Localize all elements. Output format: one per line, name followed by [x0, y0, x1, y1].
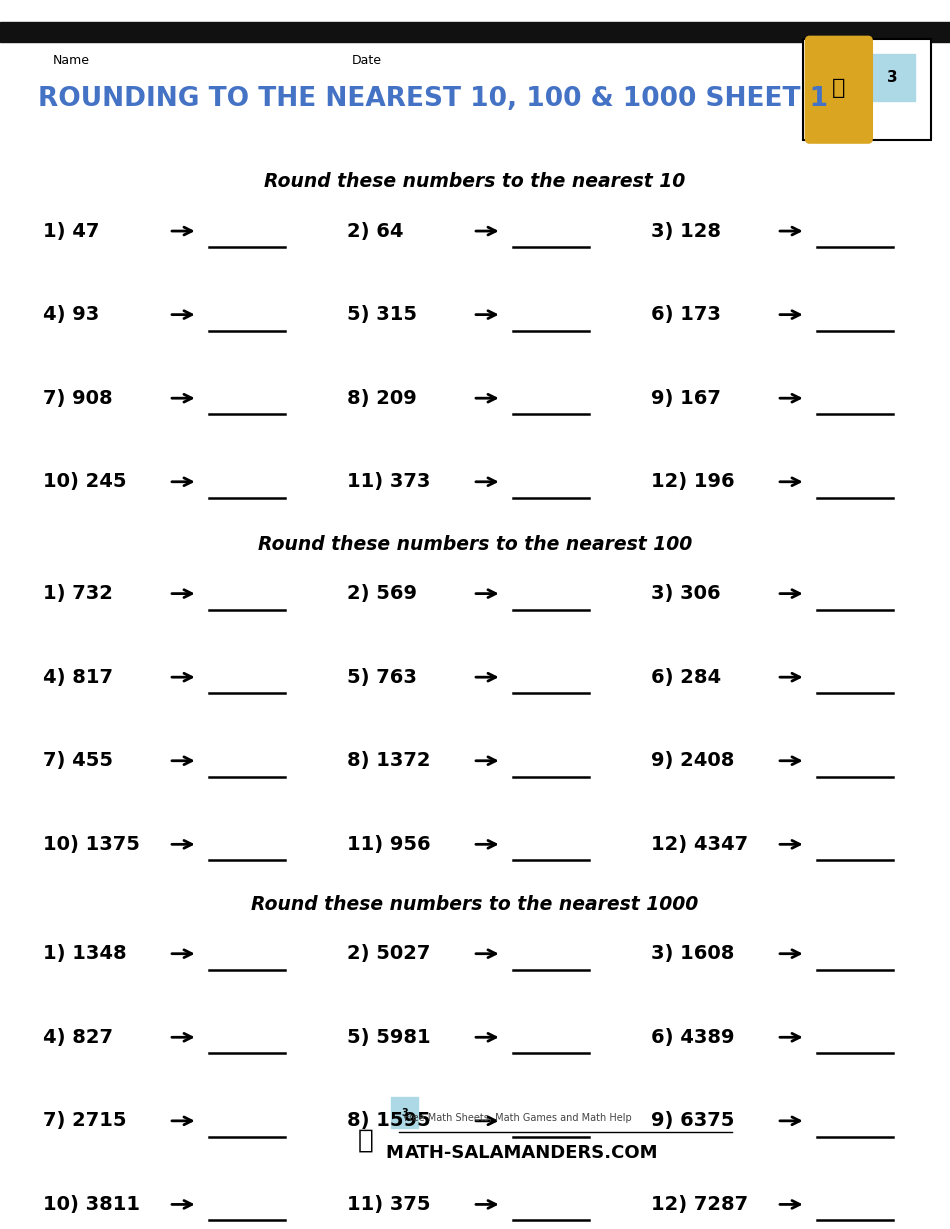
Text: Round these numbers to the nearest 10: Round these numbers to the nearest 10: [264, 172, 686, 190]
Text: 9) 167: 9) 167: [651, 388, 721, 408]
Text: 2) 5027: 2) 5027: [347, 944, 430, 964]
Text: 7) 2715: 7) 2715: [43, 1111, 126, 1131]
Text: 🐆: 🐆: [832, 79, 846, 98]
Text: Round these numbers to the nearest 1000: Round these numbers to the nearest 1000: [252, 895, 698, 913]
Text: 6) 284: 6) 284: [651, 667, 721, 687]
FancyBboxPatch shape: [805, 36, 873, 144]
Text: 10) 3811: 10) 3811: [43, 1195, 140, 1214]
Text: 12) 7287: 12) 7287: [651, 1195, 748, 1214]
Text: 11) 375: 11) 375: [347, 1195, 430, 1214]
Text: 3) 1608: 3) 1608: [651, 944, 734, 964]
Text: 4) 93: 4) 93: [43, 305, 99, 324]
Text: 4) 827: 4) 827: [43, 1027, 113, 1047]
Text: 2) 64: 2) 64: [347, 221, 403, 241]
Text: 3) 306: 3) 306: [651, 584, 720, 603]
Text: ROUNDING TO THE NEAREST 10, 100 & 1000 SHEET 1: ROUNDING TO THE NEAREST 10, 100 & 1000 S…: [38, 86, 828, 112]
Text: 6) 173: 6) 173: [651, 305, 721, 324]
Text: 8) 1372: 8) 1372: [347, 751, 430, 771]
Text: 8) 209: 8) 209: [347, 388, 416, 408]
Text: Round these numbers to the nearest 100: Round these numbers to the nearest 100: [257, 535, 693, 553]
Text: 10) 245: 10) 245: [43, 472, 126, 492]
Text: 7) 455: 7) 455: [43, 751, 113, 771]
Text: 9) 6375: 9) 6375: [651, 1111, 734, 1131]
Text: 5) 5981: 5) 5981: [347, 1027, 430, 1047]
Text: 1) 732: 1) 732: [43, 584, 113, 603]
Text: 11) 373: 11) 373: [347, 472, 430, 492]
Text: 12) 4347: 12) 4347: [651, 834, 748, 854]
FancyBboxPatch shape: [803, 39, 931, 140]
Text: 2) 569: 2) 569: [347, 584, 417, 603]
Text: Date: Date: [352, 54, 382, 68]
Text: Name: Name: [52, 54, 89, 68]
Text: 12) 196: 12) 196: [651, 472, 734, 492]
Text: 3) 128: 3) 128: [651, 221, 721, 241]
Text: 6) 4389: 6) 4389: [651, 1027, 734, 1047]
Text: 11) 956: 11) 956: [347, 834, 430, 854]
Text: M: M: [386, 1144, 403, 1161]
Text: 🐆: 🐆: [358, 1127, 373, 1154]
Text: Free Math Sheets, Math Games and Math Help: Free Math Sheets, Math Games and Math He…: [404, 1113, 632, 1123]
Text: 1) 47: 1) 47: [43, 221, 99, 241]
Text: 5) 763: 5) 763: [347, 667, 417, 687]
Text: ATH-SALAMANDERS.COM: ATH-SALAMANDERS.COM: [406, 1144, 658, 1161]
Text: 10) 1375: 10) 1375: [43, 834, 140, 854]
Text: 1) 1348: 1) 1348: [43, 944, 126, 964]
Text: 3: 3: [886, 70, 898, 85]
Text: 7) 908: 7) 908: [43, 388, 112, 408]
Bar: [391, 1097, 418, 1128]
Text: 8) 1595: 8) 1595: [347, 1111, 430, 1131]
Text: 9) 2408: 9) 2408: [651, 751, 734, 771]
Bar: [0, 22, 950, 42]
Text: 4) 817: 4) 817: [43, 667, 113, 687]
Bar: [869, 54, 915, 101]
Text: 5) 315: 5) 315: [347, 305, 417, 324]
Text: 3: 3: [401, 1109, 408, 1118]
